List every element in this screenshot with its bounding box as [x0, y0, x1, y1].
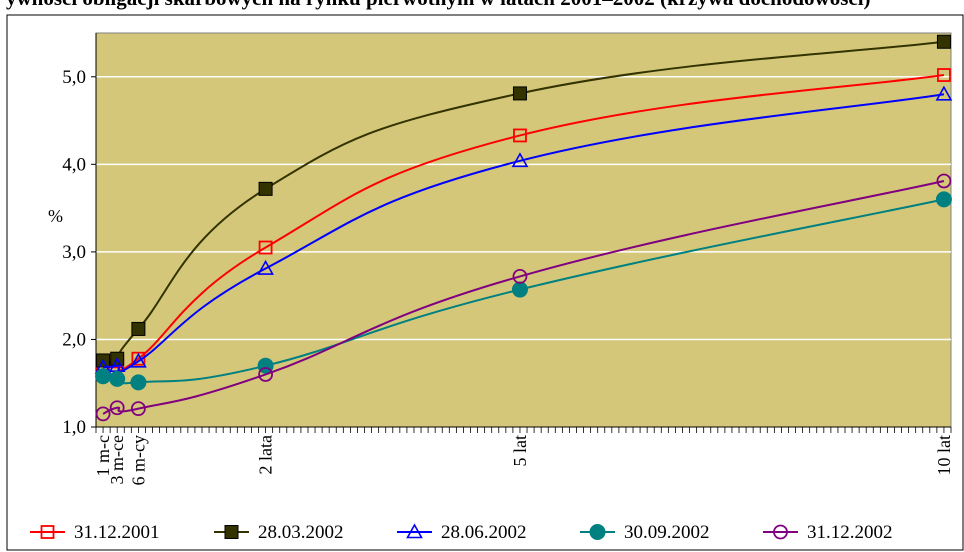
y-tick-label: 2,0	[62, 329, 86, 350]
y-tick-label: 4,0	[62, 154, 86, 175]
legend-item: 30.09.2002	[580, 522, 710, 543]
legend: 31.12.2001 28.03.2002 28.06.2002 30.09.2002…	[30, 522, 893, 543]
x-tick-label: 3 m-ce	[107, 435, 127, 484]
legend-marker	[589, 524, 606, 540]
gridlines	[96, 76, 951, 341]
data-point	[512, 86, 527, 101]
data-point	[936, 34, 951, 49]
legend-label: 30.09.2002	[624, 522, 710, 543]
data-point	[511, 281, 528, 298]
data-point	[130, 401, 146, 417]
legend-marker	[406, 523, 423, 539]
y-axis-label: %	[48, 206, 63, 226]
data-point	[109, 370, 126, 387]
x-tick-label: 6 m-cy	[128, 435, 148, 485]
x-tick-label: 5 lat	[510, 435, 530, 467]
legend-label: 28.03.2002	[258, 522, 344, 543]
axes	[91, 33, 952, 433]
series-line	[102, 93, 945, 373]
y-tick-label: 1,0	[62, 417, 86, 438]
data-point	[130, 374, 147, 391]
series	[95, 191, 952, 391]
data-point	[95, 368, 112, 385]
x-tick-label: 2 lata	[256, 435, 276, 474]
series-layer	[94, 34, 953, 422]
data-point	[258, 181, 273, 196]
data-point	[258, 367, 273, 382]
data-point	[513, 128, 527, 143]
data-point	[936, 173, 952, 189]
legend-item: 31.12.2002	[763, 522, 893, 543]
data-point	[130, 352, 147, 368]
legend-marker	[773, 524, 788, 540]
data-point	[937, 68, 951, 82]
legend-item: 28.06.2002	[397, 522, 527, 543]
y-tick-labels: 1,0 2,0 3,0 4,0 5,0	[62, 67, 86, 438]
y-tick-label: 3,0	[62, 242, 86, 263]
series	[95, 173, 952, 422]
data-point	[257, 259, 274, 275]
data-point	[109, 400, 125, 416]
legend-marker	[40, 525, 55, 539]
series-line	[102, 179, 945, 415]
series	[94, 85, 953, 374]
data-point	[131, 321, 146, 336]
data-point	[935, 85, 953, 101]
data-point	[511, 152, 529, 168]
x-tick-label: 1 m-c	[93, 435, 113, 476]
x-tick-label: 10 lat	[934, 435, 954, 476]
legend-label: 31.12.2001	[74, 522, 160, 543]
legend-label: 28.06.2002	[441, 522, 527, 543]
data-point	[258, 240, 273, 255]
page-title: ywności obligacji skarbowych na rynku pi…	[6, 0, 871, 11]
y-tick-label: 5,0	[62, 67, 86, 88]
legend-marker	[224, 525, 239, 539]
data-point	[95, 406, 111, 422]
data-point	[512, 269, 528, 284]
x-tick-labels: 1 m-c3 m-ce 6 m-cy 2 lata 5 lat 10 lat	[93, 435, 954, 485]
data-point	[935, 191, 952, 208]
series	[96, 34, 951, 368]
legend-item: 31.12.2001	[30, 522, 160, 543]
legend-label: 31.12.2002	[807, 522, 893, 543]
legend-item: 28.03.2002	[214, 522, 344, 543]
